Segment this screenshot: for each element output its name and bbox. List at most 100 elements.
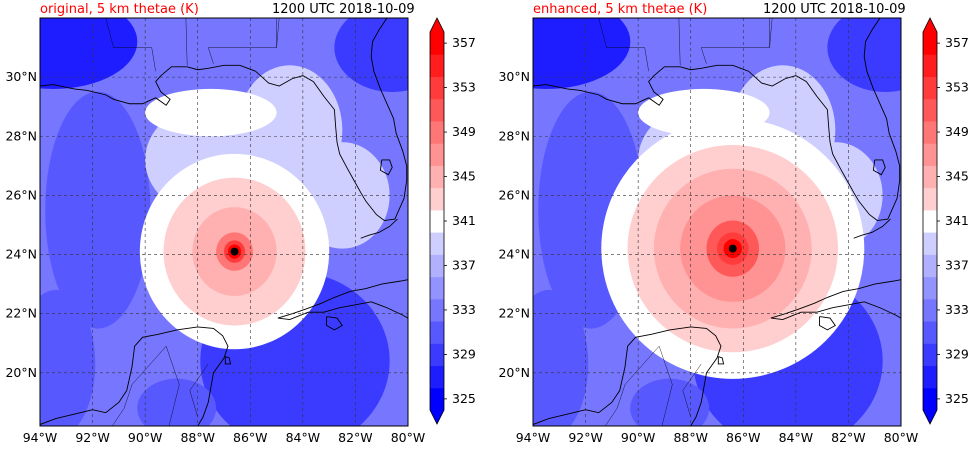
colorbar-extend-min — [430, 410, 444, 424]
colorbar-segment — [923, 209, 937, 233]
colorbar-tick-label: 325 — [945, 391, 969, 406]
coastlines — [533, 18, 901, 426]
storm-center-dot — [728, 244, 737, 253]
lon-tick-label: 90°W — [621, 430, 656, 445]
colorbar-tick-label: 337 — [945, 257, 969, 272]
colorbar-segment — [430, 321, 444, 344]
lon-tick-label: 86°W — [726, 430, 761, 445]
gridlines — [40, 18, 408, 426]
colorbar-segment — [430, 387, 444, 411]
colorbar-tick-label: 329 — [452, 346, 476, 361]
lat-tick-label: 30°N — [5, 69, 37, 84]
lon-tick-label: 86°W — [233, 430, 268, 445]
lon-tick-label: 82°W — [831, 430, 866, 445]
panel-original: original, 5 km thetae (K) 1200 UTC 2018-… — [5, 2, 476, 445]
map-svg: 94°W 92°W 90°W 88°W 86°W 84°W 82°W 80°W 20°N 22°… — [498, 17, 969, 445]
storm-center-marker — [728, 244, 737, 253]
lon-tick-label: 84°W — [779, 430, 814, 445]
lat-tick-label: 20°N — [5, 365, 37, 380]
lat-tick-labels: 20°N 22°N 24°N 26°N 28°N 30°N — [498, 69, 530, 380]
colorbar-segment — [430, 187, 444, 211]
lon-tick-label: 92°W — [568, 430, 603, 445]
lon-tick-label: 82°W — [338, 430, 373, 445]
colorbar-tick-label: 357 — [452, 35, 476, 50]
colorbar-segment — [430, 298, 444, 322]
colorbar-tick-label: 341 — [945, 213, 969, 228]
colorbar-segment — [923, 54, 937, 77]
lat-tick-label: 20°N — [498, 365, 530, 380]
colorbar-segment — [923, 143, 937, 166]
lon-tick-label: 84°W — [286, 430, 321, 445]
lat-tick-label: 30°N — [498, 69, 530, 84]
colorbar-tick-label: 357 — [945, 35, 969, 50]
map-field — [40, 18, 408, 426]
colorbar-tick-label: 345 — [452, 169, 476, 184]
colorbar-segment — [430, 32, 444, 55]
colorbar-segment — [923, 98, 937, 122]
colorbar-extend-max — [923, 18, 937, 32]
colorbar-segment — [923, 365, 937, 389]
lon-tick-label: 94°W — [516, 430, 551, 445]
lat-tick-label: 24°N — [498, 247, 530, 262]
storm-center-marker — [230, 247, 239, 256]
map-field — [533, 18, 901, 426]
colorbar-segment — [430, 120, 444, 144]
lon-tick-label: 88°W — [180, 430, 215, 445]
colorbar-segment — [430, 143, 444, 166]
colorbar-segment — [923, 165, 937, 189]
colorbar-segment — [430, 232, 444, 255]
colorbar-tick-label: 329 — [945, 346, 969, 361]
lon-tick-label: 88°W — [673, 430, 708, 445]
map-svg: 94°W 92°W 90°W 88°W 86°W 84°W 82°W 80°W 20°N 22°… — [5, 17, 476, 445]
colorbar-segment — [430, 276, 444, 300]
lon-tick-label: 80°W — [391, 430, 426, 445]
colorbar-tick-label: 345 — [945, 169, 969, 184]
colorbar-segment — [430, 365, 444, 389]
colorbar-segment — [923, 32, 937, 55]
colorbar-tick-label: 341 — [452, 213, 476, 228]
lat-tick-label: 28°N — [498, 128, 530, 143]
lon-tick-labels: 94°W 92°W 90°W 88°W 86°W 84°W 82°W 80°W — [516, 430, 919, 445]
colorbar-segment — [923, 387, 937, 411]
colorbar-segment — [430, 343, 444, 367]
colorbar-segment — [923, 276, 937, 300]
colorbar-tick-label: 333 — [945, 302, 969, 317]
panel-title: original, 5 km thetae (K) — [40, 2, 199, 17]
colorbar-segment — [923, 321, 937, 344]
colorbar-tick-label: 349 — [945, 124, 969, 139]
lat-tick-label: 24°N — [5, 247, 37, 262]
colorbar: 325 329 333 337 341 345 349 353 357 — [922, 17, 969, 425]
colorbar-tick-label: 333 — [452, 302, 476, 317]
panel-timestamp: 1200 UTC 2018-10-09 — [763, 2, 906, 17]
lat-tick-label: 22°N — [5, 306, 37, 321]
colorbar: 325 329 333 337 341 345 349 353 357 — [429, 17, 476, 425]
colorbar-tick-label: 353 — [452, 80, 476, 95]
lat-tick-labels: 20°N 22°N 24°N 26°N 28°N 30°N — [5, 69, 37, 380]
lon-tick-label: 94°W — [23, 430, 58, 445]
colorbar-segment — [923, 187, 937, 211]
colorbar-tick-label: 353 — [945, 80, 969, 95]
colorbar-tick-label: 325 — [452, 391, 476, 406]
colorbar-tick-label: 349 — [452, 124, 476, 139]
colorbar-segment — [923, 232, 937, 255]
colorbar-segment — [430, 76, 444, 100]
storm-center-dot — [230, 247, 239, 256]
panel-title: enhanced, 5 km thetae (K) — [533, 2, 708, 17]
panel-timestamp: 1200 UTC 2018-10-09 — [272, 2, 415, 17]
lat-tick-label: 26°N — [5, 187, 37, 202]
coastlines — [40, 18, 408, 426]
axes-frame — [532, 17, 902, 427]
lon-tick-label: 90°W — [128, 430, 163, 445]
colorbar-segment — [430, 98, 444, 122]
lon-tick-label: 92°W — [75, 430, 110, 445]
colorbar-segment — [923, 76, 937, 100]
colorbar-segment — [923, 120, 937, 144]
colorbar-segment — [923, 298, 937, 322]
lon-tick-labels: 94°W 92°W 90°W 88°W 86°W 84°W 82°W 80°W — [23, 430, 426, 445]
colorbar-extend-max — [430, 18, 444, 32]
colorbar-segment — [430, 254, 444, 278]
lon-tick-label: 80°W — [884, 430, 919, 445]
colorbar-extend-min — [923, 410, 937, 424]
lat-tick-label: 26°N — [498, 187, 530, 202]
axes-frame — [39, 17, 409, 427]
